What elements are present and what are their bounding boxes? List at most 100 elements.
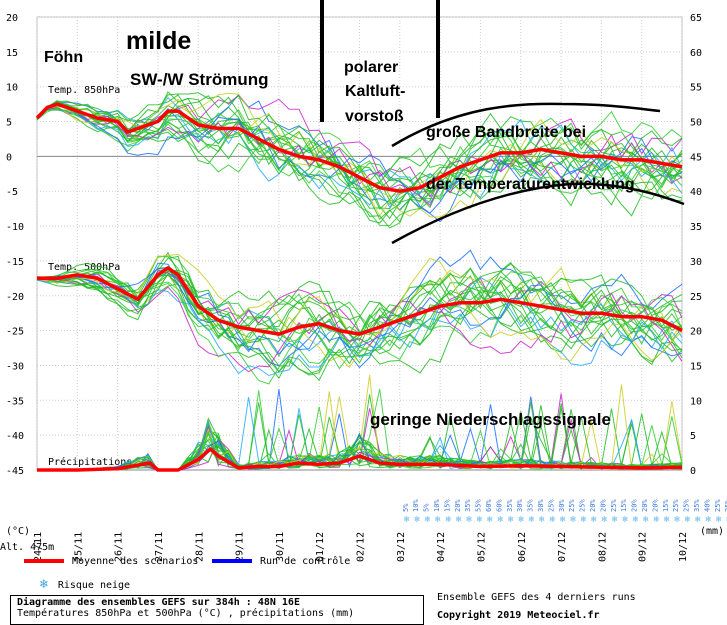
ensemble-member-500 [36, 255, 683, 345]
legend-snow-label: Risque neige [57, 580, 131, 591]
lower-trend-curve [391, 182, 685, 245]
snow-risk-icon: ❄ [664, 515, 670, 525]
snow-risk-label: 35% [527, 499, 535, 512]
credit-copyright: Copyright 2019 Meteociel.fr [437, 610, 600, 621]
ensemble-member-850 [36, 91, 683, 205]
y-tick-right: 15 [690, 361, 702, 372]
snow-risk-icon: ❄ [560, 515, 566, 525]
ensemble-member-850 [36, 107, 683, 207]
snow-risk-icon: ❄ [705, 515, 711, 525]
snow-risk-label: 40% [703, 499, 711, 512]
snow-risk-label: 15% [443, 499, 451, 512]
snow-risk-label: 25% [547, 499, 555, 512]
snow-risk-icon: ❄ [425, 515, 431, 525]
snow-risk-label: 15% [620, 499, 628, 512]
y-tick-right: 0 [690, 466, 696, 477]
y-tick-right: 55 [690, 83, 702, 94]
panel-label-850: Temp. 850hPa [48, 85, 120, 96]
y-tick-left: -40 [6, 431, 24, 442]
x-tick-label: 26/11 [114, 532, 125, 562]
ensemble-member-precip [37, 401, 683, 471]
snow-risk-icon: ❄ [674, 515, 680, 525]
snow-risk-icon: ❄ [643, 515, 649, 525]
legend-control-label: Run de contrôle [260, 556, 351, 567]
ensemble-member-850 [36, 109, 683, 209]
snow-risk-label: 25% [568, 499, 576, 512]
y-tick-right: 40 [690, 187, 702, 198]
annotation-foehn: Föhn [44, 49, 84, 66]
snow-risk-icon: ❄ [549, 515, 555, 525]
annotation-vorstoss: vorstoß [345, 108, 404, 125]
mean-line-0 [35, 102, 683, 193]
annotation-stroemung: SW-/W Strömung [130, 70, 269, 89]
panel-label-precip: Précipitations [48, 456, 132, 468]
altitude-label: Alt. 475m [0, 542, 54, 553]
y-tick-right: 20 [690, 327, 702, 338]
snow-risk-icon: ❄ [456, 515, 462, 525]
snow-risk-icon: ❄ [612, 515, 618, 525]
ensemble-member-precip [37, 414, 683, 471]
ensemble-member-850 [36, 104, 683, 214]
x-tick-label: 06/12 [517, 532, 528, 562]
snow-risk-icon: ❄ [622, 515, 628, 525]
snow-risk-icon: ❄ [404, 515, 410, 525]
annotation-temperaturentwicklung: der Temperaturentwicklung [426, 176, 635, 193]
snow-risk-label: 60% [485, 499, 493, 512]
ensemble-member-850 [36, 95, 683, 229]
y-tick-right: 5 [690, 431, 696, 442]
snow-risk-label: 25% [714, 499, 722, 512]
snow-risk-icon: ❄ [633, 515, 639, 525]
snow-risk-label: 20% [631, 499, 639, 512]
snow-risk-label: 20% [454, 499, 462, 512]
x-tick-label: 25/11 [73, 532, 84, 562]
snow-risk-label: 5% [402, 503, 410, 512]
ensemble-member-precip [37, 401, 683, 471]
ensemble-member-850 [36, 107, 683, 194]
annotation-bar-2 [436, 0, 440, 118]
ensemble-member-500 [36, 272, 683, 361]
snow-risk-label: 35% [693, 499, 701, 512]
snow-risk-icon: ❄ [716, 515, 722, 525]
snow-risk-icon: ❄ [497, 515, 503, 525]
y-tick-left: 20 [6, 13, 18, 24]
x-tick-label: 24/11 [33, 532, 44, 562]
y-tick-right: 50 [690, 118, 702, 129]
y-tick-right: 65 [690, 13, 702, 24]
legend-mean-swatch [24, 559, 64, 563]
snow-risk-label: 20% [641, 499, 649, 512]
y-tick-left: 10 [6, 83, 18, 94]
panel-label-500: Temp. 500hPa [48, 262, 120, 273]
snow-risk-label: 20% [599, 499, 607, 512]
snow-risk-label: 25% [683, 499, 691, 512]
legend-mean-label: Moyenne des scénarios [72, 556, 199, 567]
snow-risk-label: 25% [579, 499, 587, 512]
snow-risk-label: 30% [516, 499, 524, 512]
y-tick-left: -10 [6, 222, 24, 233]
x-tick-label: 02/12 [356, 532, 367, 562]
legend-control-swatch [212, 559, 252, 563]
left-axis-unit: (°C) [6, 526, 30, 537]
y-tick-right: 10 [690, 396, 702, 407]
snow-risk-icon: ❄ [435, 515, 441, 525]
snow-risk-icon: ❄ [695, 515, 701, 525]
x-tick-label: 03/12 [396, 532, 407, 562]
snow-risk-label: 10% [433, 499, 441, 512]
y-tick-right: 45 [690, 152, 702, 163]
snow-risk-label: 25% [724, 499, 727, 512]
x-tick-label: 05/12 [476, 532, 487, 562]
annotation-milde: milde [126, 27, 192, 55]
snow-risk-icon: ❄ [414, 515, 420, 525]
snow-risk-icon: ❄ [529, 515, 535, 525]
credit-runs: Ensemble GEFS des 4 derniers runs [437, 592, 636, 603]
snow-risk-label: 30% [558, 499, 566, 512]
ensemble-member-500 [36, 266, 683, 357]
y-tick-left: -5 [6, 187, 18, 198]
snow-risk-icon: ❄ [466, 515, 472, 525]
x-tick-label: 28/11 [194, 532, 205, 562]
snow-risk-label: 30% [537, 499, 545, 512]
x-tick-label: 10/12 [678, 532, 689, 562]
y-tick-right: 60 [690, 48, 702, 59]
legend-control: Run de contrôle [212, 556, 350, 567]
snow-risk-icon: ❄ [581, 515, 587, 525]
